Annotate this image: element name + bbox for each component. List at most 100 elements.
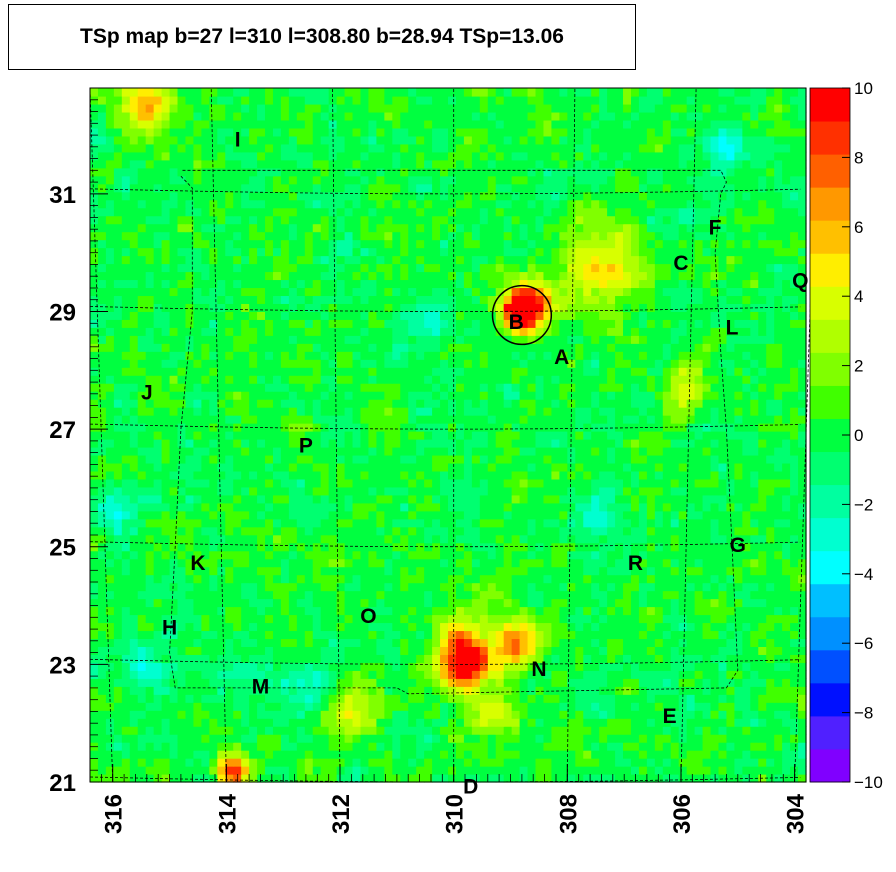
heatmap-cell [280, 758, 290, 767]
heatmap-cell [272, 766, 282, 775]
heatmap-cell [145, 399, 155, 408]
heatmap-cell [209, 446, 218, 456]
heatmap-cell [774, 375, 783, 384]
heatmap-cell [432, 423, 441, 432]
heatmap-cell [288, 670, 298, 679]
heatmap-cell [105, 502, 115, 512]
heatmap-cell [225, 470, 234, 480]
heatmap-cell [185, 518, 195, 528]
heatmap-cell [344, 359, 354, 368]
heatmap-cell [280, 486, 290, 496]
heatmap-cell [392, 582, 401, 592]
heatmap-cell [376, 622, 385, 632]
heatmap-cell [105, 718, 115, 727]
heatmap-cell [662, 383, 672, 392]
heatmap-cell [511, 766, 521, 775]
heatmap-cell [416, 726, 425, 735]
heatmap-cell [344, 598, 354, 608]
heatmap-cell [90, 526, 99, 536]
heatmap-cell [121, 462, 131, 472]
heatmap-cell [519, 638, 529, 647]
heatmap-cell [638, 399, 648, 408]
heatmap-cell [455, 423, 465, 432]
heatmap-cell [670, 526, 680, 536]
heatmap-cell [670, 646, 680, 655]
heatmap-cell [718, 686, 728, 695]
heatmap-cell [448, 550, 457, 560]
heatmap-cell [567, 383, 576, 392]
heatmap-cell [535, 686, 545, 695]
heatmap-cell [702, 478, 712, 488]
heatmap-cell [90, 750, 99, 759]
heatmap-cell [201, 399, 210, 408]
heatmap-cell [774, 423, 783, 432]
heatmap-cell [113, 582, 123, 592]
heatmap-cell [376, 454, 385, 464]
heatmap-cell [296, 431, 306, 440]
heatmap-cell [272, 654, 282, 663]
heatmap-cell [193, 375, 202, 384]
heatmap-cell [201, 598, 210, 608]
heatmap-cell [710, 399, 720, 408]
heatmap-cell [527, 446, 537, 456]
heatmap-cell [591, 646, 600, 655]
heatmap-cell [591, 606, 600, 616]
heatmap-cell [575, 391, 584, 400]
heatmap-cell [718, 590, 728, 600]
heatmap-cell [225, 630, 234, 640]
heatmap-cell [209, 502, 218, 512]
heatmap-cell [384, 566, 393, 576]
heatmap-cell [630, 399, 640, 408]
heatmap-cell [503, 399, 513, 408]
heatmap-cell [487, 638, 497, 647]
heatmap-cell [678, 470, 688, 480]
heatmap-cell [527, 510, 537, 520]
heatmap-cell [225, 375, 234, 384]
heatmap-cell [209, 574, 218, 584]
heatmap-cell [153, 375, 163, 384]
heatmap-cell [328, 662, 338, 671]
heatmap-cell [145, 766, 155, 775]
heatmap-cell [646, 582, 656, 592]
heatmap-cell [169, 391, 179, 400]
heatmap-cell [209, 550, 218, 560]
heatmap-cell [392, 710, 401, 719]
heatmap-cell [376, 494, 385, 504]
heatmap-cell [328, 359, 338, 368]
heatmap-cell [392, 486, 401, 496]
heatmap-cell [225, 534, 234, 544]
heatmap-cell [344, 351, 354, 360]
heatmap-cell [336, 415, 346, 424]
heatmap-cell [750, 734, 759, 743]
heatmap-cell [726, 710, 735, 719]
heatmap-cell [145, 375, 155, 384]
heatmap-cell [646, 678, 656, 687]
heatmap-cell [177, 590, 187, 600]
heatmap-cell [654, 486, 664, 496]
heatmap-cell [646, 550, 656, 560]
heatmap-cell [249, 678, 258, 687]
heatmap-cell [432, 670, 441, 679]
heatmap-cell [583, 407, 592, 416]
heatmap-cell [471, 367, 481, 376]
heatmap-cell [432, 582, 441, 592]
heatmap-cell [479, 399, 489, 408]
heatmap-cell [432, 558, 441, 568]
heatmap-cell [145, 391, 155, 400]
heatmap-cell [678, 710, 688, 719]
heatmap-cell [742, 510, 751, 520]
heatmap-cell [774, 590, 783, 600]
heatmap-cell [774, 494, 783, 504]
heatmap-cell [257, 590, 266, 600]
heatmap-cell [129, 758, 139, 767]
heatmap-cell [543, 343, 553, 352]
heatmap-cell [360, 646, 370, 655]
heatmap-cell [694, 614, 704, 624]
heatmap-cell [336, 423, 346, 432]
heatmap-cell [623, 550, 632, 560]
heatmap-cell [726, 718, 735, 727]
heatmap-cell [296, 638, 306, 647]
heatmap-cell [471, 734, 481, 743]
heatmap-cell [750, 574, 759, 584]
heatmap-cell [782, 454, 791, 464]
